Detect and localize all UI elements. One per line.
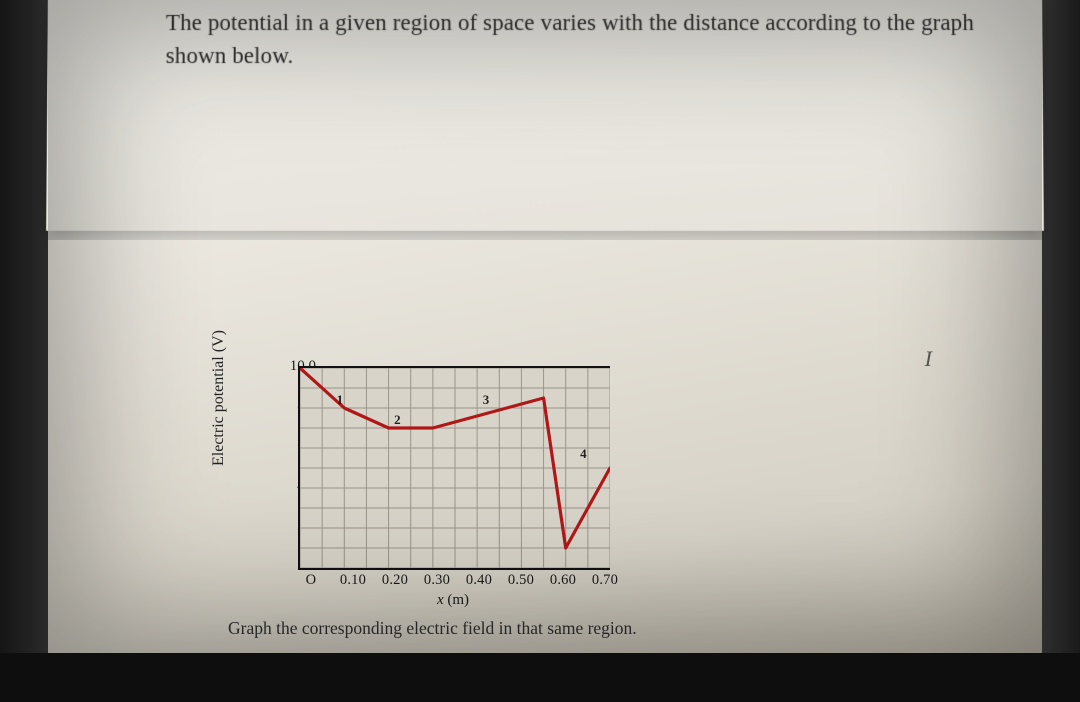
x-tick: 0.70 bbox=[584, 572, 626, 589]
x-axis-label: x (m) bbox=[298, 592, 608, 609]
y-axis-label: Electric potential (V) bbox=[210, 330, 228, 466]
svg-text:3: 3 bbox=[483, 392, 490, 407]
x-tick: 0.50 bbox=[500, 572, 542, 589]
figure-caption: Graph the corresponding electric field i… bbox=[228, 618, 637, 639]
photo-rim-right bbox=[1042, 0, 1080, 653]
x-ticks-row: O 0.10 0.20 0.30 0.40 0.50 0.60 0.70 bbox=[290, 572, 626, 589]
x-tick: 0.10 bbox=[332, 572, 374, 589]
potential-chart: Electric potential (V) 10.0 8.0 6.0 4.0 … bbox=[228, 366, 638, 616]
x-tick: 0.20 bbox=[374, 572, 416, 589]
plot-svg: 1 2 3 4 bbox=[300, 368, 610, 568]
text-cursor-glyph: I bbox=[925, 346, 932, 372]
svg-text:1: 1 bbox=[337, 392, 344, 407]
question-text: The potential in a given region of space… bbox=[166, 6, 997, 73]
photo-rim-bottom bbox=[0, 653, 1080, 702]
x-tick: 0.30 bbox=[416, 572, 458, 589]
photo-rim-left bbox=[0, 0, 48, 653]
paper-top-sheet: The potential in a given region of space… bbox=[46, 0, 1044, 231]
x-tick: O bbox=[290, 572, 332, 589]
x-tick: 0.60 bbox=[542, 572, 584, 589]
svg-text:4: 4 bbox=[580, 446, 587, 461]
svg-text:2: 2 bbox=[394, 412, 401, 427]
photo-frame: The potential in a given region of space… bbox=[48, 0, 1042, 653]
plot-area: 1 2 3 4 bbox=[298, 366, 610, 570]
x-tick: 0.40 bbox=[458, 572, 500, 589]
paper-bottom-sheet: I Electric potential (V) 10.0 8.0 6.0 4.… bbox=[48, 240, 1042, 653]
